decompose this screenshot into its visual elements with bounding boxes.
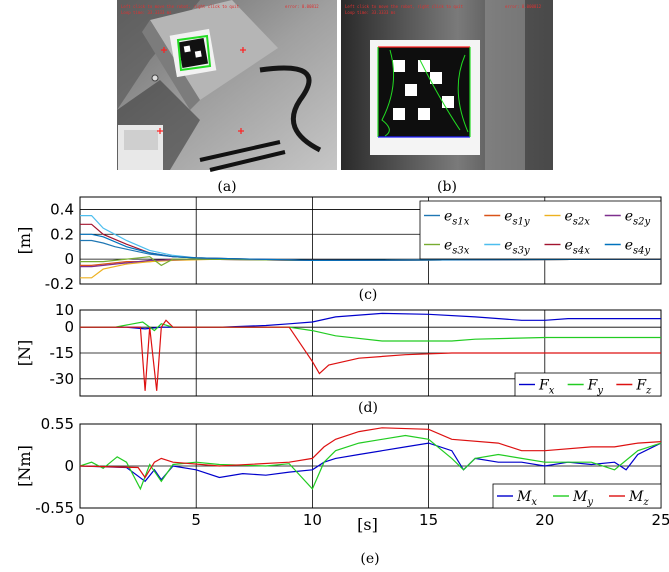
y-tick-label: 0.55 xyxy=(41,415,74,433)
legend-entry: Fz xyxy=(635,378,652,397)
legend-entry: Mz xyxy=(628,489,649,508)
caption-a: (a) xyxy=(217,179,236,195)
x-tick-label: 15 xyxy=(419,511,438,529)
legend-box xyxy=(492,483,662,509)
legend-entry: es2y xyxy=(625,209,651,228)
legend-entry: es2x xyxy=(565,209,591,228)
legend-entry: es4x xyxy=(565,238,591,257)
x-axis-label: [s] xyxy=(357,515,378,534)
y-tick-label: 0 xyxy=(64,250,74,268)
legend-entry: es3y xyxy=(504,238,530,257)
legend-box xyxy=(419,200,662,260)
y-tick-label: 10 xyxy=(55,301,74,319)
legend-entry: es1x xyxy=(444,209,470,228)
series-line-F-y xyxy=(80,321,661,342)
y-axis-label: [Nm] xyxy=(15,445,34,487)
y-tick-label: -0.55 xyxy=(35,499,74,517)
photo-a-overlay-2: Loop time: 33.3333 ms xyxy=(121,10,172,15)
caption-e: (e) xyxy=(360,551,379,567)
legend-entry: es1y xyxy=(504,209,530,228)
y-tick-label: 0.2 xyxy=(50,225,74,243)
caption-d: (d) xyxy=(358,400,378,416)
legend-entry: es3x xyxy=(444,238,470,257)
photo-a: Left click to move the robot, right clic… xyxy=(117,0,337,172)
chart-c: 0.4 0.2 0 -0.2 [m] es1x es1y es2x es2y es3x es3y es… xyxy=(15,196,662,293)
x-tick-label: 20 xyxy=(535,511,554,529)
photo-a-overlay-right: error: 0.00812 xyxy=(285,4,319,9)
y-tick-label: 0.4 xyxy=(50,200,74,218)
legend-entry: Fx xyxy=(538,378,555,397)
y-tick-label: 0 xyxy=(64,318,74,336)
legend-entry: Fy xyxy=(587,378,604,397)
y-axis-label: [m] xyxy=(15,227,34,255)
x-tick-label: 25 xyxy=(651,511,669,529)
photo-b: Left click to move the robot, right clic… xyxy=(341,0,553,170)
chart-e: 0.550-0.550 5 10 15 20 25[Nm][s]Mx My Mz xyxy=(15,415,669,534)
legend-entry: Mx xyxy=(516,489,537,508)
series-line-M-z xyxy=(79,427,662,479)
y-tick-label: -30 xyxy=(50,370,75,388)
y-tick-label: -0.2 xyxy=(45,275,74,293)
chart-d: 100 -15 -30 [N] Fx Fy Fz xyxy=(15,301,662,397)
legend-entry: My xyxy=(572,489,593,508)
x-tick-label: 0 xyxy=(75,511,85,529)
series-line-F-x xyxy=(80,312,661,330)
y-tick-label: -15 xyxy=(50,344,75,362)
caption-c: (c) xyxy=(359,287,378,303)
series-line-M-y xyxy=(79,434,662,491)
x-tick-label: 5 xyxy=(191,511,201,529)
photo-b-overlay-2: Loop time: 33.3333 ms xyxy=(345,10,396,15)
legend-box xyxy=(514,372,662,397)
series-line-F-z xyxy=(80,319,661,391)
photo-a-overlay-1: Left click to move the robot, right clic… xyxy=(121,4,240,9)
legend-entry: es4y xyxy=(625,238,651,257)
y-tick-label: 0 xyxy=(64,457,74,475)
series-line-e-s4y xyxy=(80,233,662,262)
caption-b: (b) xyxy=(437,179,457,195)
x-tick-label: 10 xyxy=(303,511,322,529)
y-axis-label: [N] xyxy=(15,340,34,366)
photo-b-overlay-right: error: 0.000812 xyxy=(505,4,542,9)
photo-b-overlay-1: Left click to move the robot, right clic… xyxy=(345,4,464,9)
